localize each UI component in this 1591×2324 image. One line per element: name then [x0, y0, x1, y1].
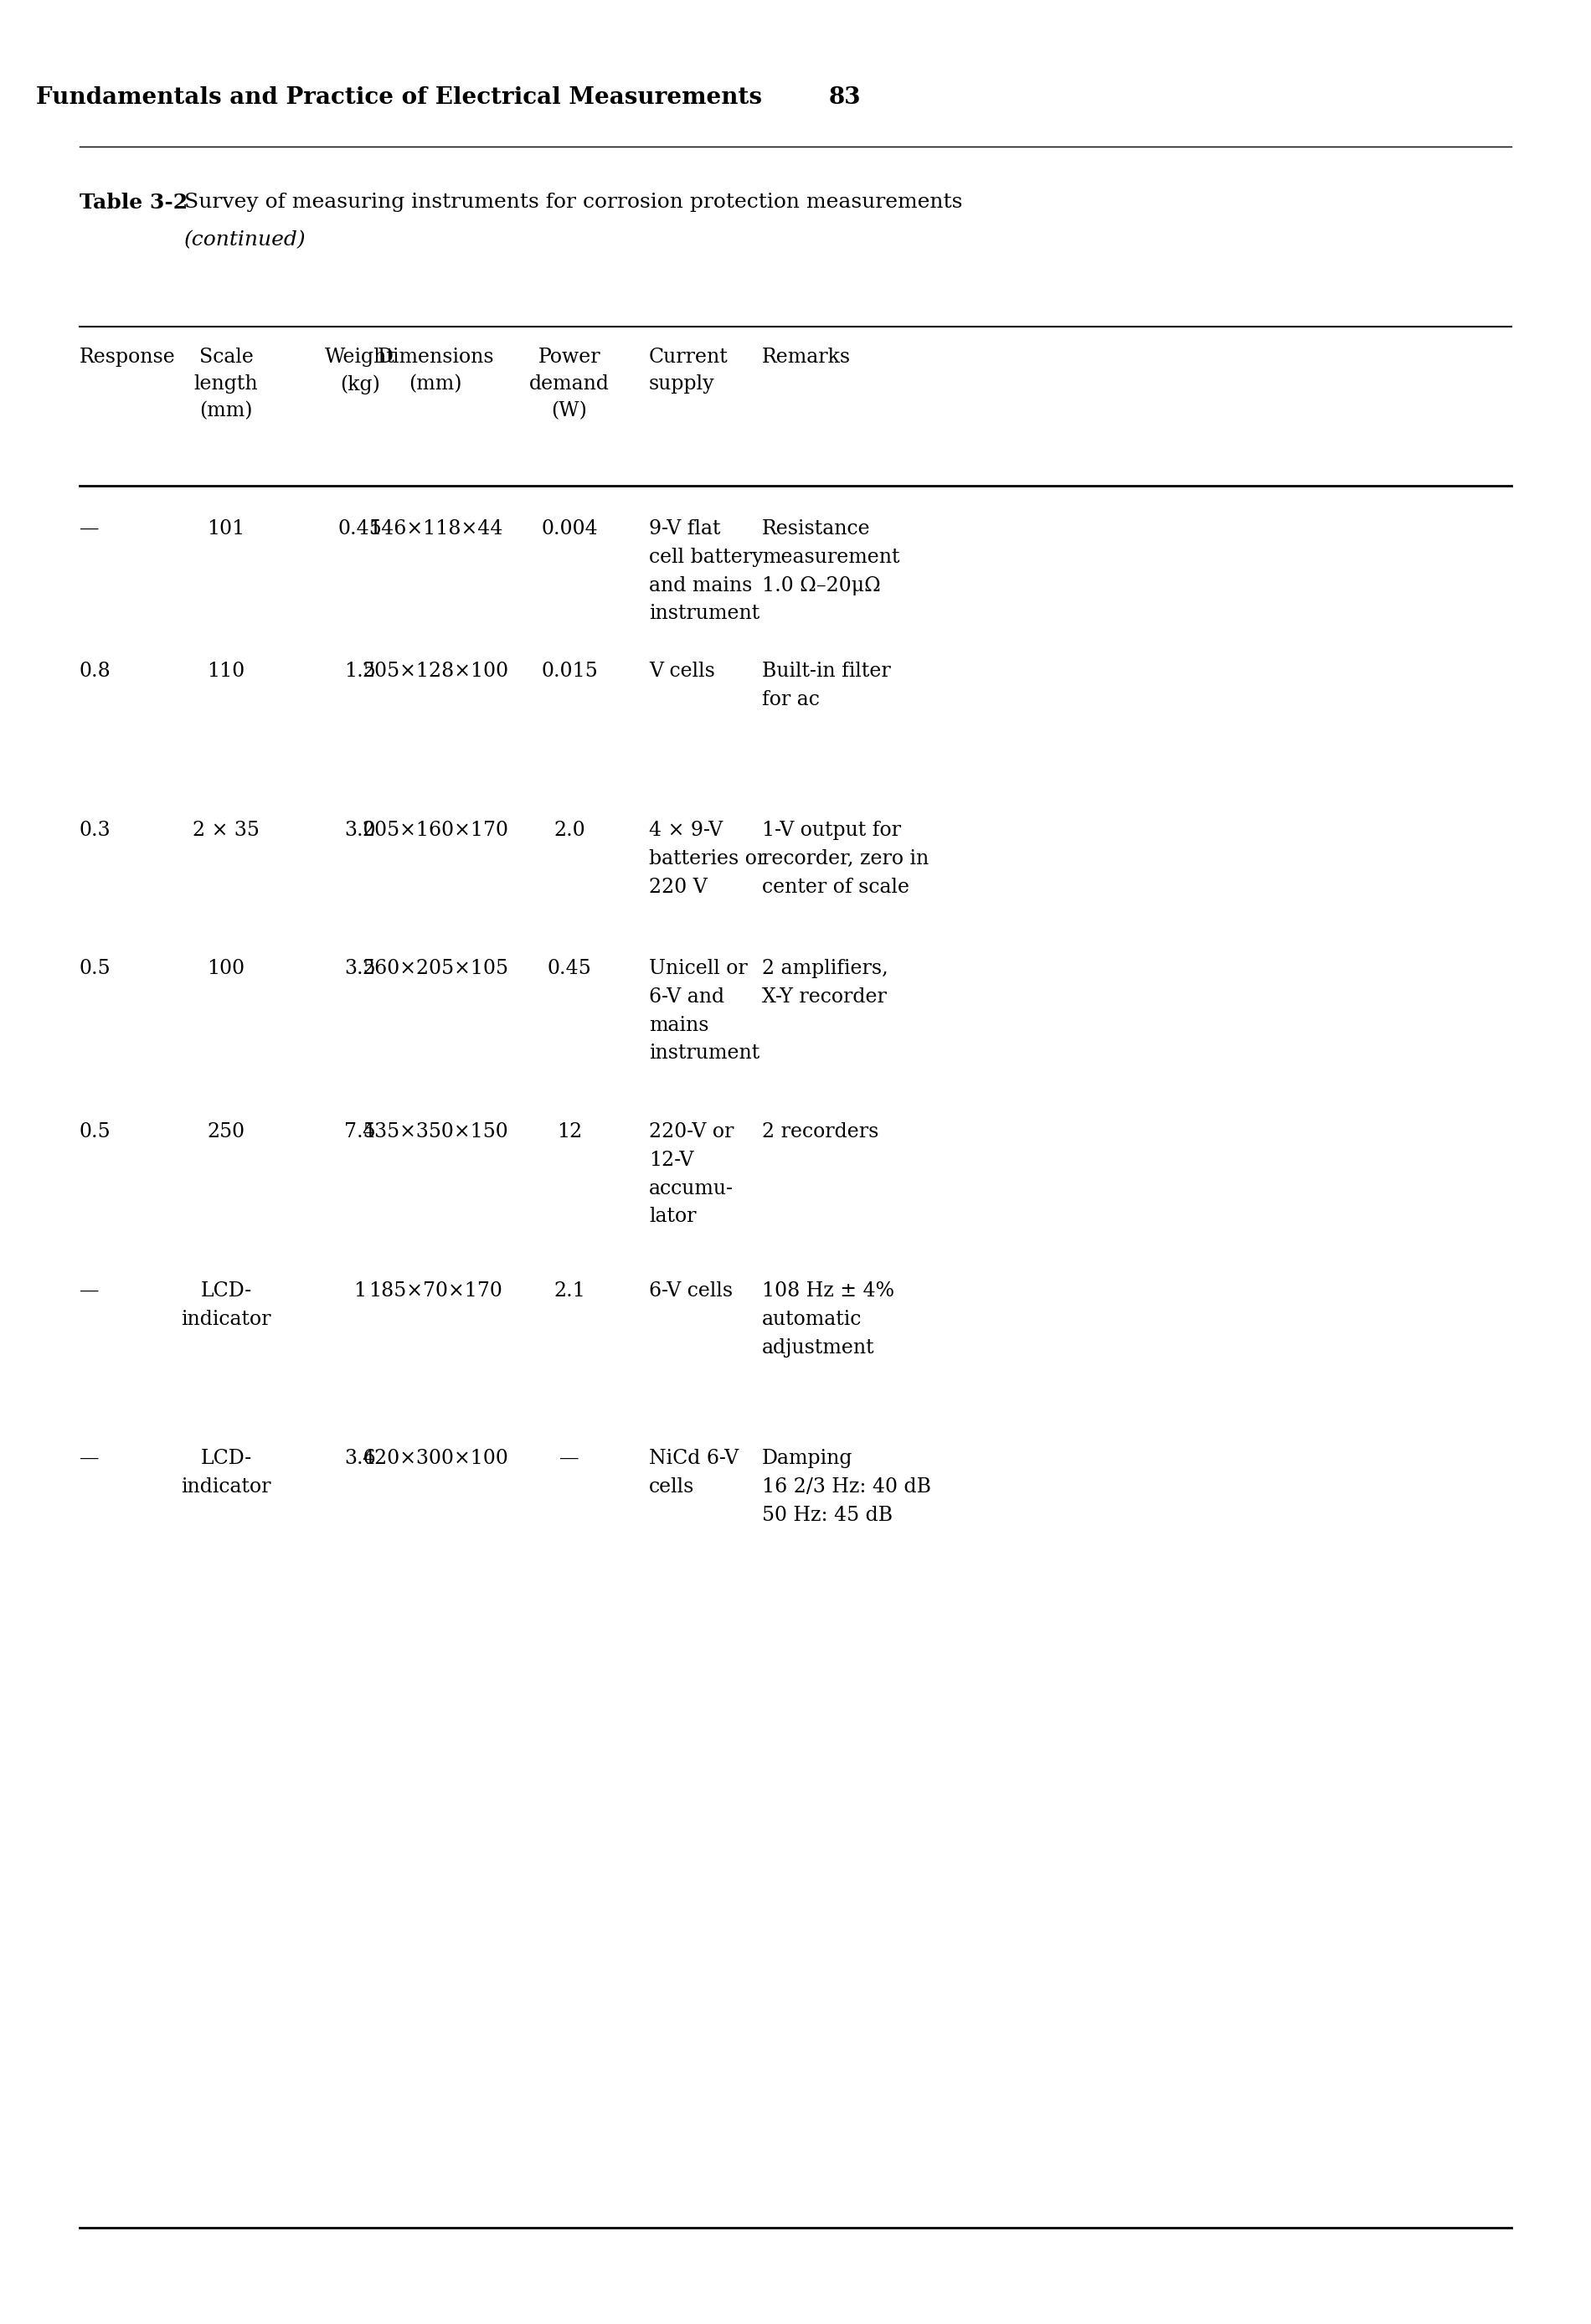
Text: Current
supply: Current supply — [649, 349, 729, 393]
Text: 205×128×100: 205×128×100 — [363, 662, 509, 681]
Text: Damping
16 2/3 Hz: 40 dB
50 Hz: 45 dB: Damping 16 2/3 Hz: 40 dB 50 Hz: 45 dB — [762, 1448, 931, 1525]
Text: 3.0: 3.0 — [344, 820, 375, 839]
Text: —: — — [80, 518, 99, 539]
Text: 220-V or
12-V
accumu-
lator: 220-V or 12-V accumu- lator — [649, 1122, 733, 1227]
Text: Survey of measuring instruments for corrosion protection measurements: Survey of measuring instruments for corr… — [185, 193, 963, 211]
Text: Power
demand
(W): Power demand (W) — [530, 349, 609, 421]
Text: Weight
(kg): Weight (kg) — [325, 349, 395, 395]
Text: 0.004: 0.004 — [541, 518, 598, 539]
Text: 0.45: 0.45 — [547, 960, 592, 978]
Text: Resistance
measurement
1.0 Ω–20μΩ: Resistance measurement 1.0 Ω–20μΩ — [762, 518, 901, 595]
Text: 83: 83 — [829, 86, 861, 109]
Text: 6-V cells: 6-V cells — [649, 1281, 733, 1301]
Text: V cells: V cells — [649, 662, 714, 681]
Text: 9-V flat
cell battery
and mains
instrument: 9-V flat cell battery and mains instrume… — [649, 518, 764, 623]
Text: LCD-
indicator: LCD- indicator — [181, 1448, 270, 1497]
Text: 108 Hz ± 4%
automatic
adjustment: 108 Hz ± 4% automatic adjustment — [762, 1281, 894, 1357]
Text: 420×300×100: 420×300×100 — [363, 1448, 509, 1469]
Text: 3.5: 3.5 — [344, 960, 375, 978]
Text: 435×350×150: 435×350×150 — [363, 1122, 509, 1141]
Text: 2 amplifiers,
X-Y recorder: 2 amplifiers, X-Y recorder — [762, 960, 888, 1006]
Text: LCD-
indicator: LCD- indicator — [181, 1281, 270, 1329]
Text: Dimensions
(mm): Dimensions (mm) — [377, 349, 493, 393]
Text: (continued): (continued) — [185, 230, 305, 249]
Text: Fundamentals and Practice of Electrical Measurements: Fundamentals and Practice of Electrical … — [37, 86, 762, 109]
Text: 4 × 9-V
batteries or
220 V: 4 × 9-V batteries or 220 V — [649, 820, 767, 897]
Text: 2.1: 2.1 — [554, 1281, 585, 1301]
Text: 101: 101 — [207, 518, 245, 539]
Text: 250: 250 — [207, 1122, 245, 1141]
Text: Response: Response — [80, 349, 175, 367]
Text: 0.8: 0.8 — [80, 662, 111, 681]
Text: 110: 110 — [207, 662, 245, 681]
Text: 3.6: 3.6 — [344, 1448, 375, 1469]
Text: 0.015: 0.015 — [541, 662, 598, 681]
Text: 7.5: 7.5 — [344, 1122, 375, 1141]
Text: 205×160×170: 205×160×170 — [363, 820, 509, 839]
Text: 0.45: 0.45 — [337, 518, 382, 539]
Text: 1.5: 1.5 — [344, 662, 375, 681]
Text: 0.3: 0.3 — [80, 820, 111, 839]
Text: —: — — [80, 1448, 99, 1469]
Text: 1-V output for
recorder, zero in
center of scale: 1-V output for recorder, zero in center … — [762, 820, 929, 897]
Text: 2 × 35: 2 × 35 — [193, 820, 259, 839]
Text: Scale
length
(mm): Scale length (mm) — [194, 349, 258, 421]
Text: 100: 100 — [207, 960, 245, 978]
Text: 12: 12 — [557, 1122, 582, 1141]
Text: —: — — [560, 1448, 579, 1469]
Text: —: — — [80, 1281, 99, 1301]
Text: Remarks: Remarks — [762, 349, 851, 367]
Text: 146×118×44: 146×118×44 — [368, 518, 503, 539]
Text: Built-in filter
for ac: Built-in filter for ac — [762, 662, 891, 709]
Text: 1: 1 — [353, 1281, 366, 1301]
Text: 2 recorders: 2 recorders — [762, 1122, 878, 1141]
Text: 2.0: 2.0 — [554, 820, 585, 839]
Text: Unicell or
6-V and
mains
instrument: Unicell or 6-V and mains instrument — [649, 960, 760, 1062]
Text: Table 3-2: Table 3-2 — [80, 193, 188, 214]
Text: 0.5: 0.5 — [80, 1122, 111, 1141]
Text: 185×70×170: 185×70×170 — [369, 1281, 503, 1301]
Text: 0.5: 0.5 — [80, 960, 111, 978]
Text: 260×205×105: 260×205×105 — [363, 960, 509, 978]
Text: NiCd 6-V
cells: NiCd 6-V cells — [649, 1448, 738, 1497]
